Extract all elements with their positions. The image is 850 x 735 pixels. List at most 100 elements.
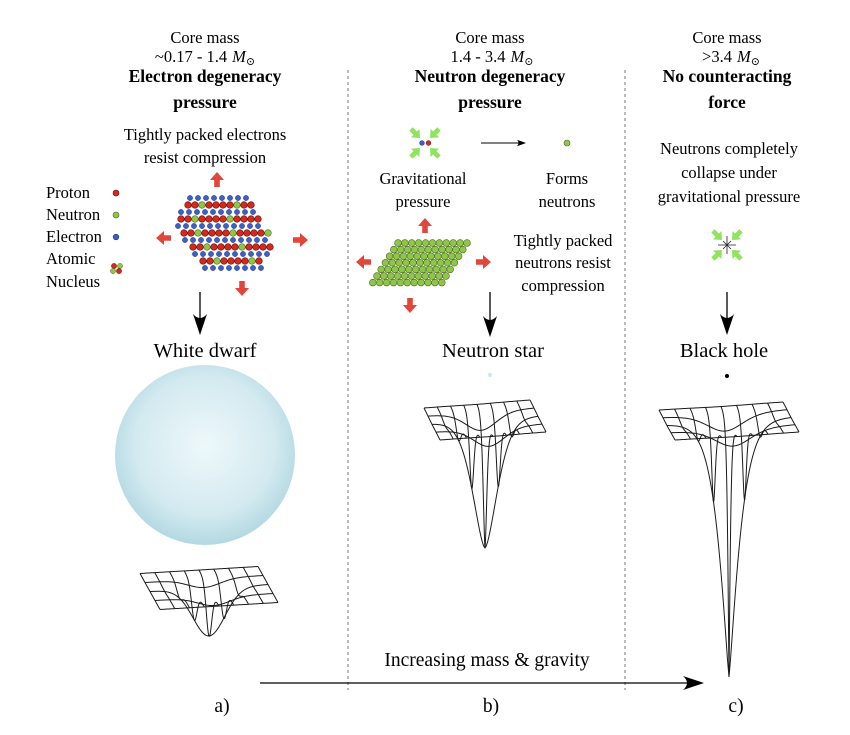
solar-mass-symbol: M: [510, 47, 526, 66]
solar-mass-symbol: M: [736, 47, 752, 66]
neutron-dot: [194, 229, 202, 237]
legend-label-electron: Electron: [46, 227, 102, 246]
electron-dot: [192, 251, 198, 257]
neutron-dot: [395, 259, 403, 267]
electron-dot: [224, 251, 230, 257]
neutron-dot: [434, 252, 442, 260]
neutron-dot: [448, 252, 456, 260]
heading-line1: Neutron degeneracy: [415, 66, 566, 86]
core-mass-range: >3.4 M⊙: [702, 47, 760, 68]
neutron-dot: [391, 265, 399, 274]
gravity-compression-icon: [406, 124, 444, 162]
black-hole-dot: [725, 374, 729, 378]
electron-dot: [206, 237, 212, 243]
column-neutron-star: Core mass 1.4 - 3.4 M⊙ Neutron degeneracy…: [356, 28, 613, 717]
electron-dot: [178, 209, 184, 215]
electron-dot: [218, 209, 224, 215]
solar-mass-subscript: ⊙: [751, 56, 760, 68]
grid-line: [662, 409, 788, 432]
grid-line: [228, 568, 249, 605]
output-label-line1: Forms: [546, 169, 588, 188]
description-line3: gravitational pressure: [658, 187, 801, 206]
neutron-dot: [414, 272, 423, 280]
legend-label-neutron: Neutron: [46, 205, 100, 224]
legend-label-atomic: Atomic: [46, 249, 96, 268]
electron-dot: [211, 195, 217, 201]
grid-line: [674, 408, 691, 440]
electron-dot: [219, 195, 225, 201]
neutron-dot: [388, 259, 396, 267]
electron-dot: [191, 223, 197, 229]
description-line1: Tightly packed: [514, 231, 614, 250]
proton-dot: [215, 229, 223, 237]
core-mass-range: ~0.17 - 1.4 M⊙: [155, 47, 255, 68]
neutron-dot: [213, 257, 221, 265]
proton-dot: [240, 201, 248, 209]
neutron-dot: [226, 215, 234, 223]
neutron-dot: [233, 201, 241, 209]
neutron-dot: [198, 201, 206, 209]
neutron-dot: [432, 265, 441, 274]
electron-dot: [215, 223, 221, 229]
neutron-dot: [191, 215, 199, 223]
electron-dot: [246, 237, 252, 243]
neutron-dot: [452, 245, 460, 254]
heading-line2: force: [708, 92, 746, 112]
neutron-dot: [420, 252, 428, 260]
grid-line: [432, 415, 539, 549]
grid-line: [689, 408, 707, 442]
legend-proton-dot: [112, 189, 120, 197]
collapse-icon: [708, 226, 746, 264]
gravity-arrow-icon: [406, 124, 425, 143]
proton-dot: [241, 257, 249, 265]
proton-dot: [236, 229, 244, 237]
electron-dot: [232, 251, 238, 257]
neutron-dot: [410, 245, 419, 254]
neutron-dot: [425, 265, 434, 274]
grid-line: [658, 401, 784, 411]
particle-legend: Proton Neutron Electron Atomic Nucleus: [46, 183, 123, 291]
nucleus-neutron-dot: [117, 263, 123, 269]
spacetime-well-black-hole: [658, 401, 800, 678]
neutron-dot: [417, 278, 425, 287]
proton-dot: [252, 243, 260, 251]
grid-line: [782, 401, 800, 433]
neutron-dot: [412, 265, 420, 274]
neutron-dot: [403, 245, 412, 254]
proton-dot: [184, 215, 192, 223]
neutron-dot: [459, 245, 467, 254]
electron-dot: [234, 265, 240, 271]
electron-dot: [214, 237, 220, 243]
neutron-dot: [442, 239, 450, 247]
electron-dot: [243, 195, 249, 201]
gravity-arrow-icon: [425, 143, 444, 162]
electron-dot: [231, 223, 237, 229]
neutron-dot: [416, 259, 424, 267]
pressure-arrow-right-icon: [476, 255, 491, 269]
proton-dot: [177, 215, 185, 223]
legend-nucleus-cluster: [110, 263, 123, 274]
increasing-mass-label: Increasing mass & gravity: [384, 650, 589, 671]
neutron-dot: [418, 265, 427, 274]
grid-line: [439, 431, 547, 441]
neutron-dot: [421, 272, 429, 280]
column-black-hole: Core mass >3.4 M⊙ No counteracting force …: [658, 28, 801, 717]
nucleus-neutron-dot: [110, 268, 116, 274]
spacetime-well-neutron-star: [423, 399, 547, 549]
proton-dot: [208, 229, 216, 237]
neutron-dot: [203, 243, 211, 251]
description-line2: neutrons resist: [515, 253, 611, 272]
electron-dot: [203, 195, 209, 201]
neutron-dot: [449, 239, 457, 247]
neutron-dot: [456, 239, 464, 247]
neutron-dot: [443, 259, 452, 267]
neutron-dot: [428, 239, 437, 247]
neutron-dot: [392, 252, 401, 260]
neutron-dot: [380, 272, 388, 280]
pressure-arrow-up-icon: [418, 218, 432, 233]
core-mass-label: Core mass: [170, 28, 239, 47]
proton-dot: [210, 243, 218, 251]
neutron-dot: [463, 239, 471, 247]
grid-line: [503, 401, 520, 438]
